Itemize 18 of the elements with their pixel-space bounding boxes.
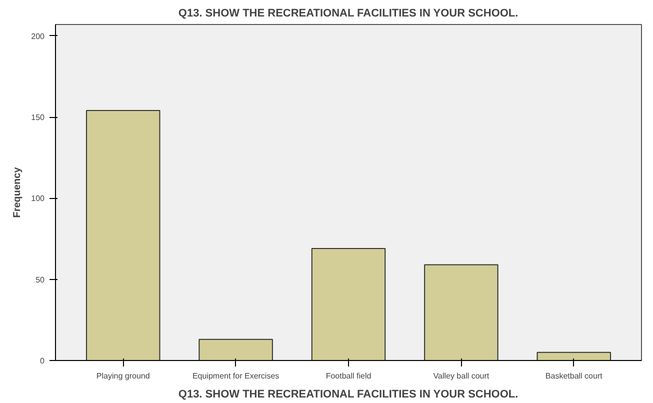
x-axis-title: Q13. SHOW THE RECREATIONAL FACILITIES IN YOUR SCHOOL. [178, 388, 518, 400]
bar [86, 110, 160, 360]
bar [536, 352, 612, 360]
x-tick-label: Playing ground [96, 372, 150, 380]
bar [424, 264, 498, 360]
bar [198, 338, 273, 360]
y-tick-label: 100 [31, 194, 46, 204]
y-tick-label: 150 [31, 113, 46, 122]
x-tick-label: Equipment for Exercises [192, 372, 280, 380]
y-tick-label: 200 [31, 32, 46, 41]
chart-title: Q13. SHOW THE RECREATIONAL FACILITIES IN YOUR SCHOOL. [178, 8, 518, 20]
y-tick-label: 50 [36, 275, 46, 284]
x-tick-label: Valley ball court [433, 372, 490, 380]
bar [311, 248, 386, 360]
y-tick-label: 0 [40, 356, 46, 366]
y-axis-title: Frequency [12, 166, 24, 218]
x-tick-label: Football field [326, 372, 372, 380]
x-tick-label: Basketball court [545, 372, 604, 380]
